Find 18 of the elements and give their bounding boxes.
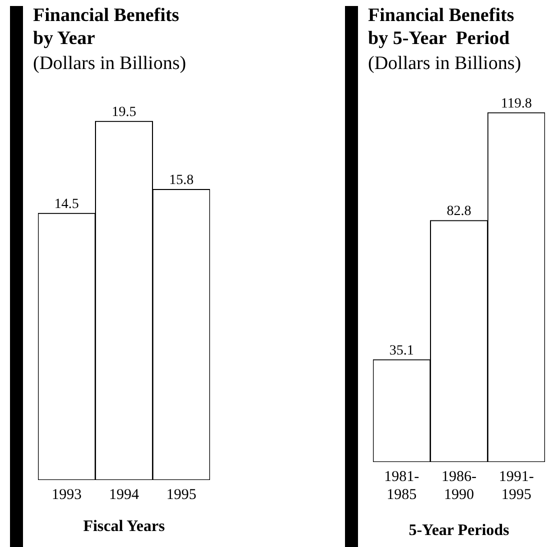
chart-title: Financial Benefits by Year bbox=[33, 4, 180, 50]
x-tick-label: 1986-1990 bbox=[442, 468, 476, 503]
x-tick-label: 1993 bbox=[52, 486, 82, 503]
data-label: 14.5 bbox=[54, 196, 79, 212]
data-label: 119.8 bbox=[500, 96, 532, 112]
chart-subtitle: (Dollars in Billions) bbox=[33, 52, 186, 75]
data-label: 19.5 bbox=[112, 104, 136, 120]
x-tick-label: 1994 bbox=[109, 486, 140, 503]
x-axis-title: Fiscal Years bbox=[82, 518, 166, 536]
x-tick-label: 1981-1985 bbox=[384, 468, 420, 503]
x-tick-label: 1991-1995 bbox=[498, 468, 534, 503]
data-label: 15.8 bbox=[169, 172, 194, 188]
data-label: 82.8 bbox=[446, 204, 472, 220]
chart-subtitle: (Dollars in Billions) bbox=[368, 52, 522, 75]
x-axis-title: 5-Year Periods bbox=[408, 522, 510, 540]
data-label: 35.1 bbox=[389, 343, 414, 358]
x-tick-label: 1995 bbox=[166, 486, 196, 503]
chart-title: Financial Benefits by 5-Year Period bbox=[368, 4, 516, 50]
